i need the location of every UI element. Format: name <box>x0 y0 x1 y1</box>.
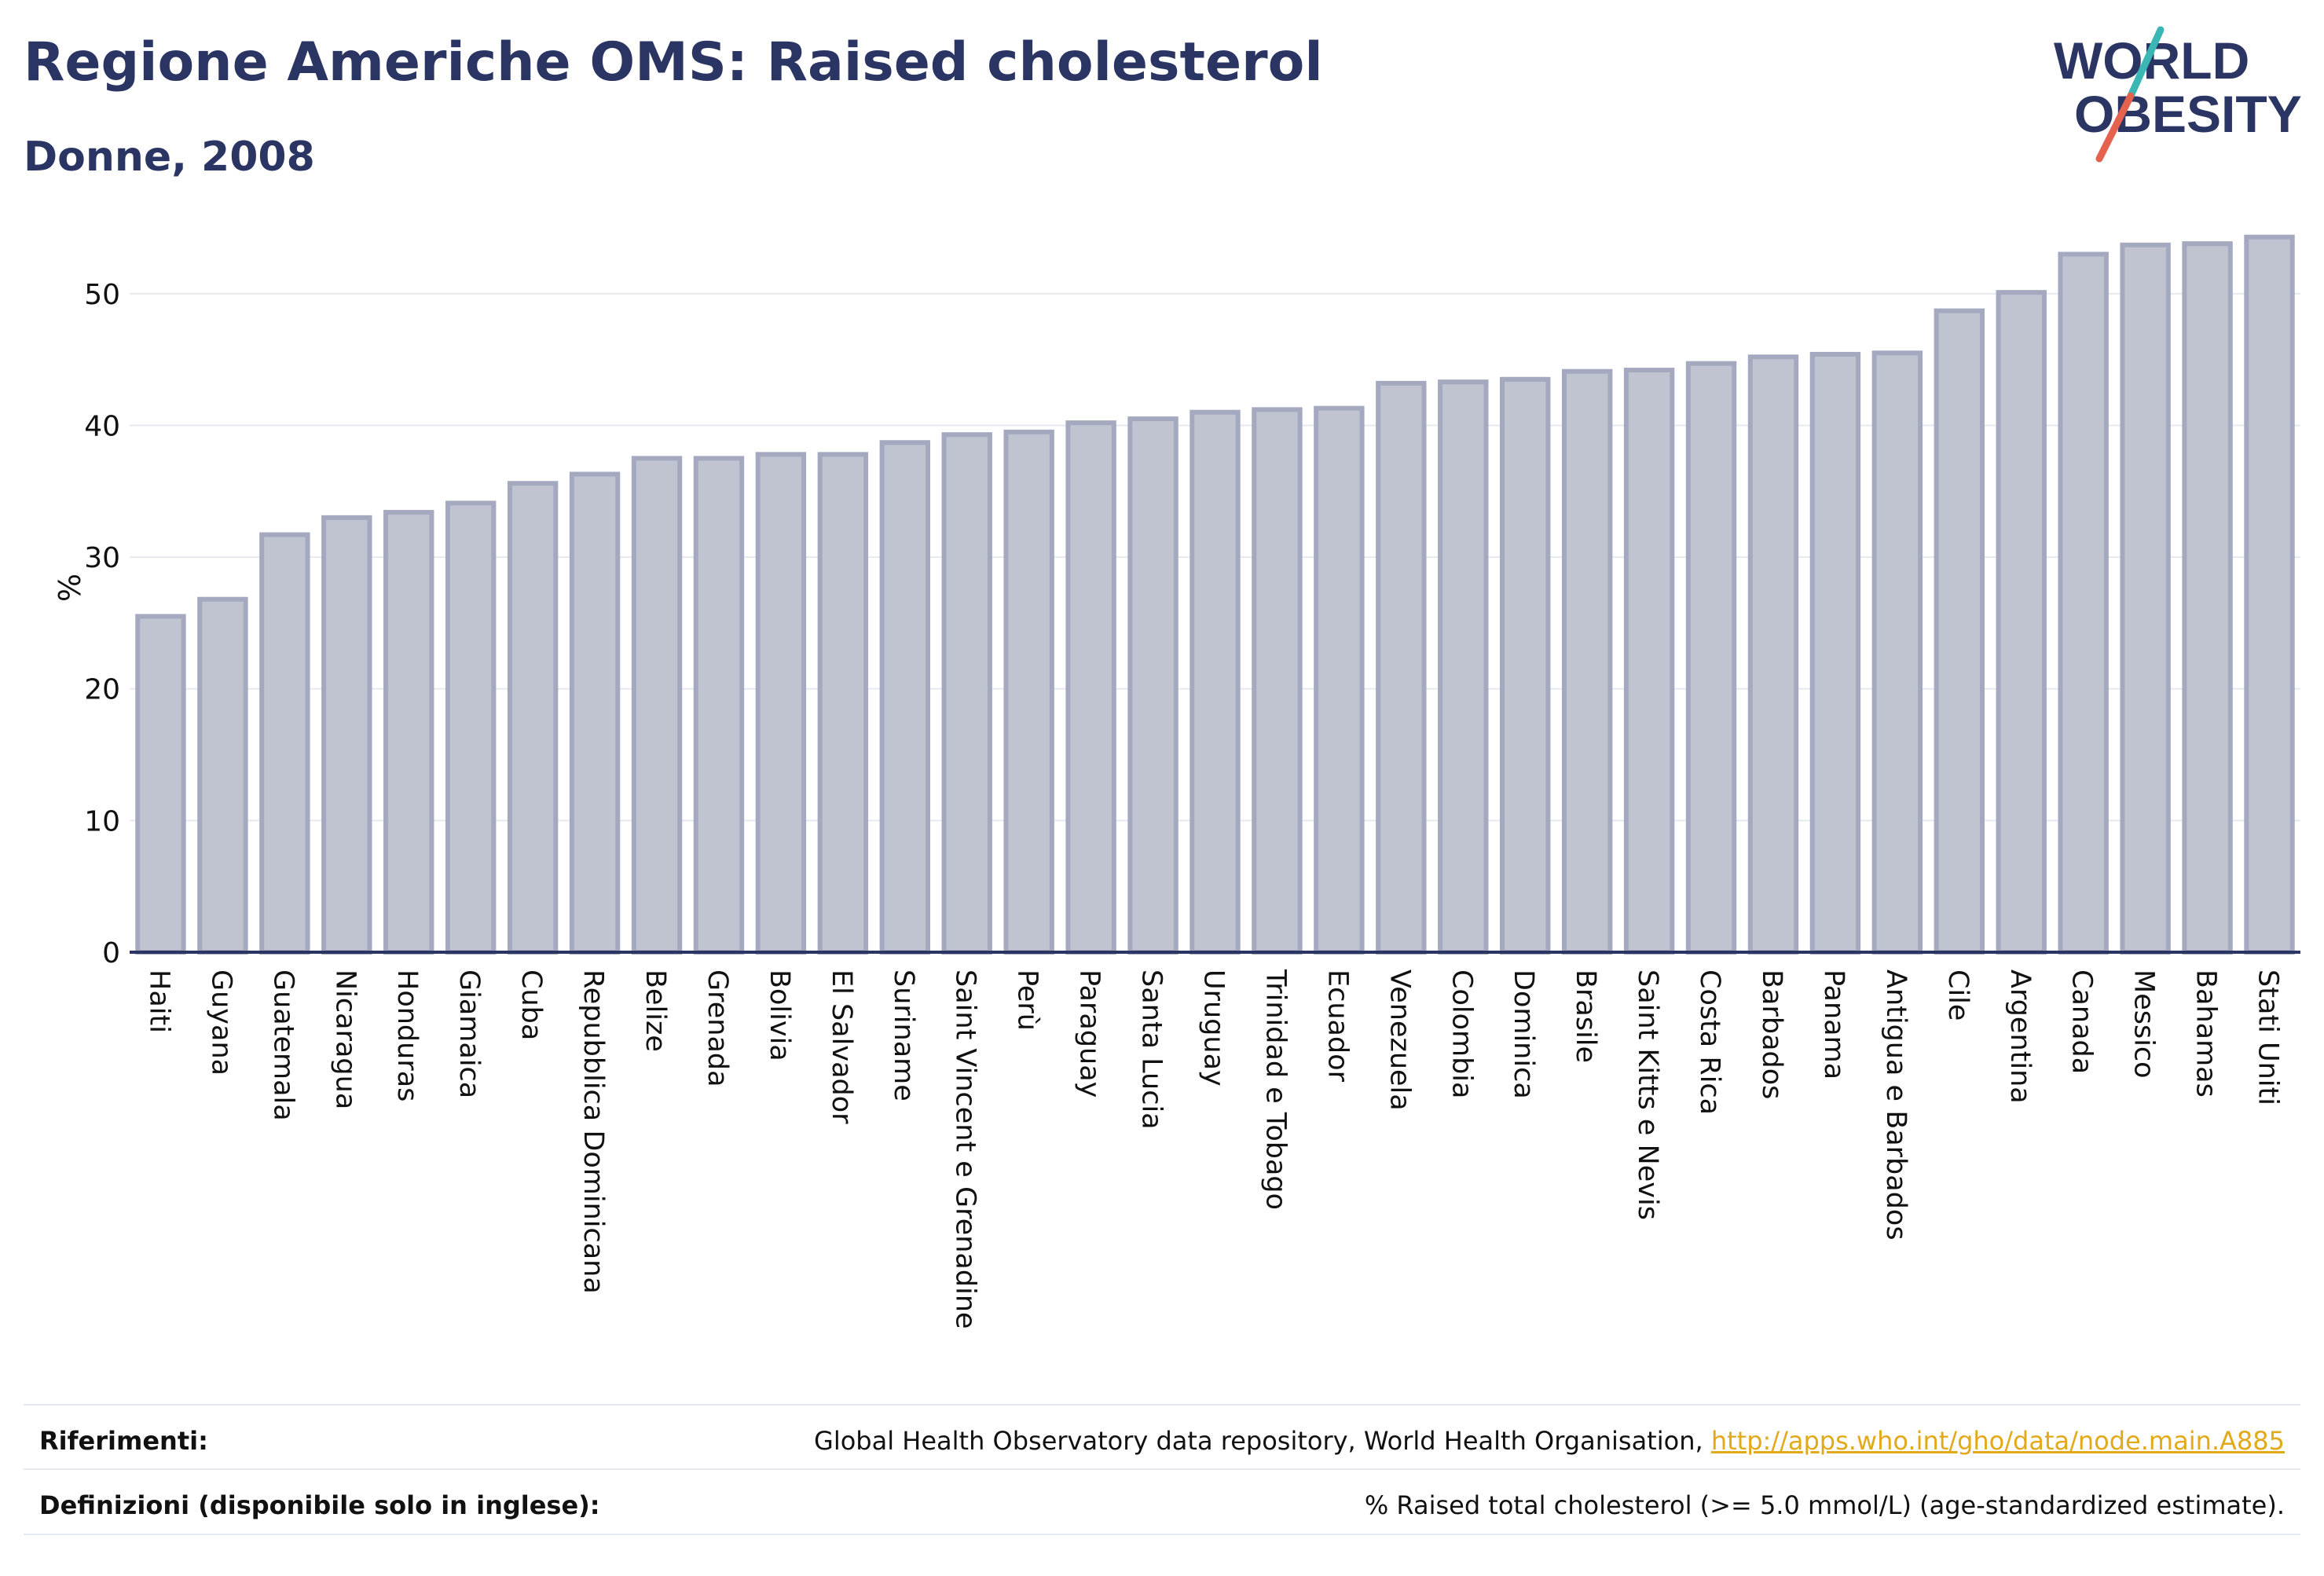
x-axis-ticks: Haiti Guyana Guatemala Nicaragua Honduras Gia… <box>143 969 2283 1329</box>
x-tick-label: Repubblica Dominicana <box>577 969 609 1294</box>
bar <box>507 481 559 955</box>
bar <box>1314 405 1365 955</box>
x-tick-label: Nicaragua <box>329 969 361 1109</box>
x-tick-label: Colombia <box>1446 969 1477 1098</box>
y-tick-label: 10 <box>84 805 120 837</box>
bar <box>1500 376 1551 955</box>
definitions-label: Definizioni (disponibile solo in inglese… <box>39 1490 600 1520</box>
bar <box>1376 380 1427 955</box>
bars <box>135 234 2295 955</box>
references-label: Riferimenti: <box>39 1426 208 1456</box>
x-tick-label: Canada <box>2066 969 2098 1074</box>
x-tick-label: Belize <box>640 969 671 1052</box>
references-value: Global Health Observatory data repositor… <box>814 1426 2285 1456</box>
x-tick-label: Suriname <box>888 969 919 1101</box>
divider-top <box>24 1404 2300 1406</box>
bar <box>1809 351 1861 955</box>
x-tick-label: Barbados <box>1756 969 1787 1099</box>
x-tick-label: Messico <box>2128 969 2160 1079</box>
x-tick-label: Guatemala <box>267 969 299 1121</box>
chart-subtitle: Donne, 2008 <box>24 134 315 181</box>
bar <box>383 510 434 955</box>
x-tick-label: Brasile <box>1570 969 1601 1063</box>
x-tick-label: Costa Rica <box>1694 969 1725 1115</box>
bar <box>693 456 745 955</box>
bar <box>1685 361 1737 955</box>
divider-bottom <box>24 1534 2300 1535</box>
x-tick-label: Panama <box>1818 969 1849 1079</box>
y-tick-label: 50 <box>84 279 120 311</box>
x-tick-label: Argentina <box>2004 969 2036 1104</box>
references-text: Global Health Observatory data repositor… <box>814 1426 1711 1456</box>
bar <box>1438 379 1489 955</box>
bar <box>2182 241 2233 955</box>
x-tick-label: Paraguay <box>1074 969 1105 1098</box>
y-tick-label: 30 <box>84 542 120 574</box>
x-tick-label: El Salvador <box>826 969 857 1124</box>
x-tick-label: Bahamas <box>2190 969 2222 1098</box>
y-axis-label: % <box>51 574 86 602</box>
bar <box>2244 234 2295 955</box>
x-tick-label: Cuba <box>515 969 547 1040</box>
x-tick-label: Ecuador <box>1321 969 1353 1083</box>
bar <box>1065 420 1116 955</box>
bar <box>135 614 186 955</box>
bar <box>631 456 683 955</box>
bar <box>569 471 621 955</box>
bar <box>755 452 807 955</box>
x-tick-label: Saint Kitts e Nevis <box>1632 969 1663 1220</box>
x-tick-label: Cile <box>1942 969 1974 1021</box>
bar <box>1189 409 1241 955</box>
world-obesity-logo: WORLD OBESITY <box>2054 26 2302 163</box>
bar <box>1934 308 1985 955</box>
y-tick-label: 20 <box>84 674 120 706</box>
logo-slash-red <box>2095 92 2135 163</box>
x-tick-label: Bolivia <box>764 969 795 1061</box>
logo-slash-teal <box>2127 26 2165 100</box>
bar <box>1561 368 1613 955</box>
bar <box>1003 429 1054 955</box>
bar <box>445 500 497 955</box>
bar <box>879 440 930 955</box>
bar <box>321 515 372 955</box>
x-tick-label: Stati Uniti <box>2253 969 2284 1105</box>
bar <box>941 432 992 955</box>
bar <box>1747 354 1799 955</box>
x-tick-label: Saint Vincent e Grenadine <box>950 969 981 1329</box>
bar <box>197 596 248 955</box>
x-tick-label: Trinidad e Tobago <box>1259 969 1291 1210</box>
references-link[interactable]: http://apps.who.int/gho/data/node.main.A… <box>1710 1426 2285 1456</box>
bar <box>1996 290 2047 955</box>
x-tick-label: Giamaica <box>453 969 485 1098</box>
bar <box>2058 251 2109 955</box>
x-tick-label: Santa Lucia <box>1136 969 1167 1130</box>
bar <box>1871 350 1923 955</box>
bar <box>1252 407 1303 955</box>
y-tick-label: 0 <box>102 937 120 969</box>
bar <box>259 532 310 955</box>
x-tick-label: Uruguay <box>1198 969 1230 1087</box>
bar <box>2120 242 2171 955</box>
bar <box>817 452 869 955</box>
x-tick-label: Venezuela <box>1384 969 1415 1111</box>
y-tick-label: 40 <box>84 410 120 442</box>
x-tick-label: Antigua e Barbados <box>1880 969 1912 1241</box>
bar <box>1623 368 1675 955</box>
chart-title: Regione Americhe OMS: Raised cholesterol <box>24 31 1323 93</box>
definitions-value: % Raised total cholesterol (>= 5.0 mmol/… <box>1364 1490 2285 1520</box>
divider-middle <box>24 1468 2300 1470</box>
x-tick-label: Guyana <box>205 969 236 1076</box>
x-tick-label: Haiti <box>143 969 174 1033</box>
x-tick-label: Grenada <box>702 969 733 1087</box>
bar <box>1127 416 1178 955</box>
x-tick-label: Perù <box>1012 969 1043 1031</box>
x-tick-label: Honduras <box>391 969 423 1101</box>
bar-chart: 0 10 20 30 40 50 Haiti Guyana Guatemala Nicaragu… <box>51 234 2300 1329</box>
x-tick-label: Dominica <box>1508 969 1539 1099</box>
y-axis-ticks: 0 10 20 30 40 50 <box>84 279 120 969</box>
